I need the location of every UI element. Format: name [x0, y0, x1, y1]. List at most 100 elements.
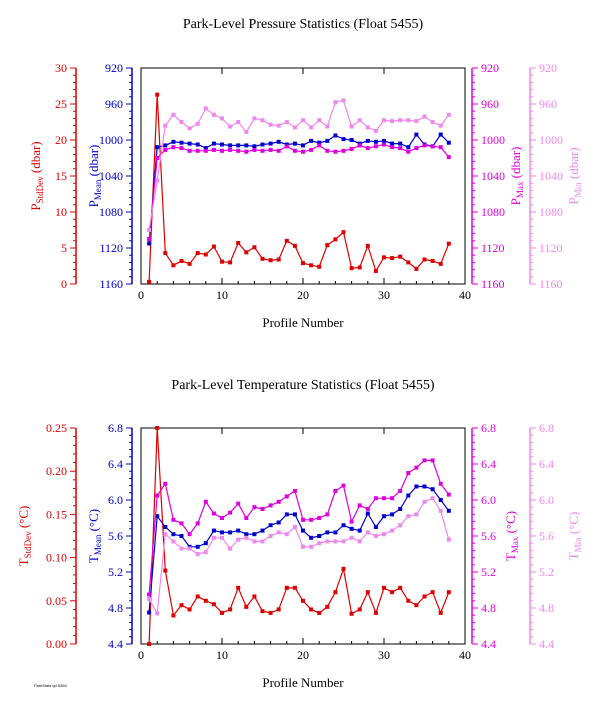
temperature-series-right1-point: [422, 458, 427, 463]
temperature-series-left2-point: [317, 534, 322, 538]
temperature-series-left2-point: [301, 528, 305, 533]
pressure-series-right2-point: [438, 123, 443, 128]
pressure-series-right1-point: [252, 147, 257, 152]
pressure-right1-tick-label: 1040: [481, 169, 505, 183]
temperature-series-left1-point: [244, 604, 249, 609]
temperature-series-right2-point: [179, 546, 184, 551]
footer-label: ParkStats.tpl 5455: [34, 683, 67, 688]
pressure-left1-tick-label: 30: [55, 61, 67, 75]
pressure-series-left1-point: [244, 250, 249, 255]
pressure-series-right1-point: [309, 147, 314, 152]
temperature-series-left1-point: [317, 610, 322, 615]
temperature-series-left1-point: [446, 590, 451, 595]
temperature-series-right1-point: [147, 592, 152, 597]
pressure-series-right2-point: [260, 118, 265, 123]
pressure-left1-tick-label: 20: [55, 133, 67, 147]
temperature-right2-tick-label: 6.4: [539, 457, 554, 471]
pressure-series-right1-point: [333, 149, 338, 154]
temperature-series-right1-point: [187, 532, 192, 537]
temperature-left1-axis-label: TStdDev (°C): [16, 506, 33, 567]
temperature-series-right1-point: [292, 489, 297, 493]
pressure-series-right1-point: [171, 145, 176, 150]
temperature-series-left2-point: [268, 523, 273, 528]
temperature-series-left2-point: [211, 528, 216, 533]
pressure-series-left2-point: [398, 141, 403, 146]
temperature-series-right1-point: [244, 516, 249, 520]
pressure-series-right2-point: [292, 125, 297, 130]
pressure-series-left2-point: [195, 142, 200, 147]
pressure-right2-tick-label: 960: [539, 97, 557, 111]
temperature-series-left1-point: [373, 610, 378, 615]
temperature-series-right1-point: [203, 499, 208, 504]
pressure-series-right1-point: [365, 146, 370, 151]
pressure-series-left1-point: [292, 243, 297, 248]
pressure-x-tick-label: 40: [459, 288, 471, 302]
pressure-series-left2-point: [325, 138, 330, 143]
pressure-series-right1-point: [325, 148, 330, 153]
temperature-series-left2-point: [179, 534, 184, 538]
temperature-series-left2-point: [236, 528, 241, 533]
temperature-series-right2-point: [163, 532, 168, 537]
pressure-series-right1-point: [187, 148, 192, 153]
pressure-series-left2-point: [252, 144, 257, 149]
temperature-series-left2-point: [220, 530, 224, 535]
pressure-series-right2-point: [276, 123, 281, 128]
pressure-series-right2-point: [390, 119, 395, 124]
pressure-left2-axis-label: PMean (dbar): [86, 145, 103, 208]
pressure-left2-tick-label: 1080: [99, 205, 123, 219]
temperature-series-left2-point: [430, 487, 435, 492]
temperature-x-tick-label: 0: [138, 648, 144, 662]
pressure-series-left1-point: [228, 260, 233, 265]
pressure-series-right1-point: [220, 148, 224, 153]
temperature-series-left1-point: [171, 613, 176, 618]
temperature-series-left2-point: [373, 525, 378, 529]
pressure-series-left1-point: [438, 261, 443, 266]
pressure-right2-tick-label: 1040: [539, 169, 563, 183]
pressure-left1-tick-label: 25: [55, 97, 67, 111]
pressure-series-right1-point: [203, 148, 208, 153]
pressure-series-right2-point: [446, 112, 451, 117]
pressure-series-left1-point: [382, 255, 386, 260]
pressure-series-left2-point: [211, 141, 216, 146]
temperature-series-right1-point: [171, 517, 176, 522]
pressure-series-left1-point: [333, 237, 338, 242]
temperature-right1-tick-label: 4.8: [481, 601, 496, 615]
pressure-series-left1-point: [203, 252, 208, 257]
temperature-series-right2-point: [195, 552, 200, 556]
temperature-series-left2-point: [341, 523, 346, 528]
temperature-series-left2-point: [438, 498, 443, 502]
pressure-series-right1-point: [228, 147, 233, 152]
temperature-series-left2-point: [365, 511, 370, 516]
pressure-x-tick-label: 10: [216, 288, 228, 302]
pressure-series-left2-point: [349, 138, 354, 142]
temperature-right2-tick-label: 4.4: [539, 637, 554, 651]
pressure-series-right1-point: [382, 142, 386, 147]
pressure-series-left1-point: [341, 230, 346, 235]
pressure-series-left2-point: [301, 143, 305, 148]
temperature-right2-tick-label: 6.0: [539, 493, 554, 507]
temperature-left2-tick-label: 4.4: [108, 637, 123, 651]
temperature-series-right2-point: [309, 544, 314, 549]
temperature-series-left2-point: [163, 525, 168, 529]
temperature-series-right2-point: [438, 508, 443, 513]
temperature-series-right2-point: [430, 496, 435, 501]
pressure-series-right1-point: [179, 146, 184, 151]
pressure-series-left1-line: [148, 94, 450, 282]
pressure-right2-tick-label: 920: [539, 61, 557, 75]
pressure-series-right1-point: [147, 237, 152, 241]
pressure-series-right1-point: [268, 147, 273, 152]
temperature-series-left2-point: [292, 512, 297, 517]
pressure-series-left2-point: [268, 141, 273, 146]
temperature-series-left2-point: [203, 541, 208, 546]
pressure-series-right2-point: [382, 118, 386, 123]
pressure-series-left2-point: [203, 146, 208, 151]
pressure-series-left1-point: [390, 256, 395, 261]
temperature-right1-tick-label: 4.4: [481, 637, 496, 651]
pressure-series-left1-point: [446, 241, 451, 246]
pressure-series-left1-point: [398, 254, 403, 259]
pressure-series-left2-point: [333, 133, 338, 138]
temperature-series-left1-point: [252, 594, 257, 599]
temperature-left1-tick-label: 0.15: [46, 507, 67, 521]
pressure-series-right2-point: [414, 119, 419, 124]
